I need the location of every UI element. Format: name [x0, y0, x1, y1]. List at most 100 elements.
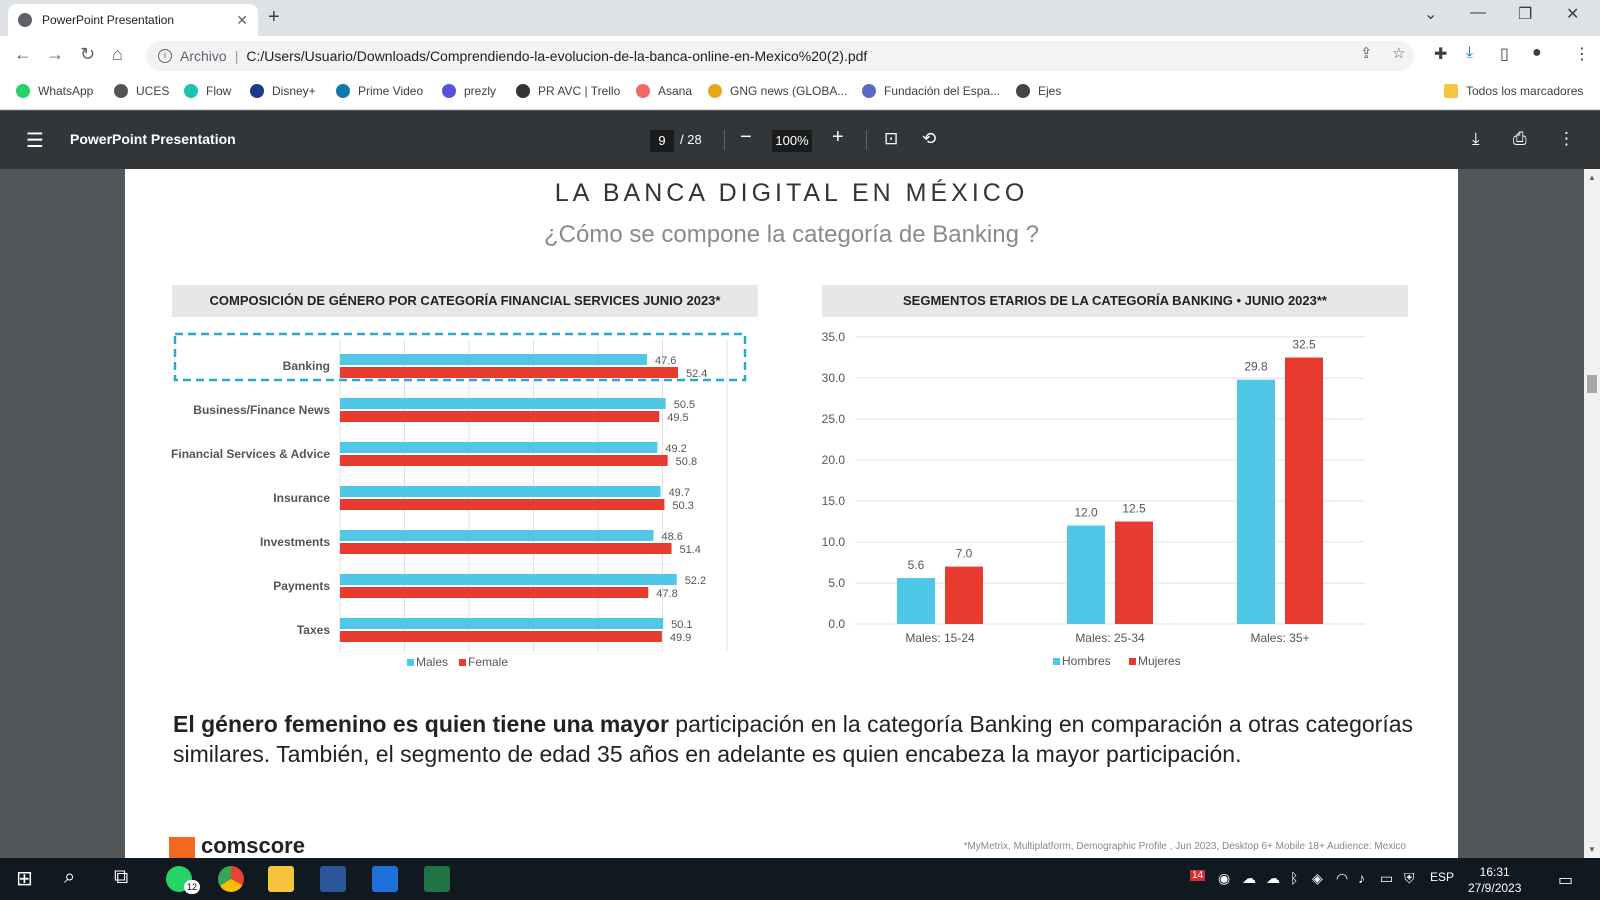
pdf-download-icon[interactable]: ⤓: [1472, 129, 1480, 148]
close-tab-icon[interactable]: ✕: [236, 11, 248, 28]
back-icon[interactable]: ←: [14, 44, 32, 64]
data-label: 5.6: [908, 558, 925, 572]
bookmark-item[interactable]: PR AVC | Trello: [516, 84, 620, 98]
bookmark-item[interactable]: Prime Video: [336, 84, 423, 98]
bar-female: [340, 367, 678, 378]
pdf-more-icon[interactable]: ⋮: [1558, 129, 1575, 148]
bar-mujeres: [1115, 521, 1153, 624]
zoom-input[interactable]: 100%: [772, 130, 812, 152]
download-icon[interactable]: ⤓: [1466, 44, 1474, 61]
search-icon[interactable]: ⌕: [64, 866, 76, 888]
data-label: 52.2: [685, 575, 706, 587]
bookmark-star-icon[interactable]: ☆: [1392, 45, 1406, 62]
bookmark-item[interactable]: prezly: [442, 84, 496, 98]
scrollbar[interactable]: ▲ ▼: [1584, 169, 1600, 858]
bookmark-item[interactable]: UCES: [114, 84, 169, 98]
data-label: 49.2: [665, 443, 686, 455]
data-label: 29.8: [1244, 360, 1268, 374]
page-number-input[interactable]: 9: [650, 130, 674, 152]
rotate-icon[interactable]: ⟲: [922, 129, 937, 148]
category-label: Business/Finance News: [193, 403, 330, 417]
app-icon[interactable]: [372, 866, 398, 892]
bar-mujeres: [945, 566, 983, 624]
windows-start-icon[interactable]: ⊞: [16, 868, 33, 890]
forward-icon[interactable]: →: [46, 44, 64, 64]
volume-icon[interactable]: ♪: [1358, 870, 1365, 886]
chrome-menu-icon[interactable]: ⋮: [1574, 46, 1590, 63]
zoom-in-button[interactable]: +: [832, 126, 844, 148]
bookmark-item[interactable]: Fundación del Espa...: [862, 84, 1000, 98]
bookmark-label: Prime Video: [358, 84, 424, 98]
page-total: / 28: [680, 132, 702, 147]
fit-page-icon[interactable]: ⊡: [884, 129, 899, 148]
bookmark-item[interactable]: Disney+: [250, 84, 316, 98]
data-label: 50.5: [674, 399, 695, 411]
data-label: 47.8: [656, 588, 677, 600]
home-icon[interactable]: ⌂: [112, 44, 123, 64]
bookmark-item[interactable]: GNG news (GLOBA...: [708, 84, 847, 98]
url-text[interactable]: C:/Users/Usuario/Downloads/Comprendiendo…: [246, 48, 868, 64]
bookmark-item[interactable]: Asana: [636, 84, 692, 98]
bookmark-item[interactable]: Ejes: [1016, 84, 1061, 98]
profile-icon[interactable]: ●: [1532, 44, 1542, 61]
clock[interactable]: 16:31 27/9/2023: [1468, 864, 1521, 896]
bookmark-label: UCES: [136, 84, 170, 98]
info-icon[interactable]: i: [158, 49, 172, 63]
pdf-document-area[interactable]: LA BANCA DIGITAL EN MÉXICO ¿Cómo se comp…: [0, 169, 1600, 858]
bar-males: [340, 398, 666, 409]
bluetooth-icon[interactable]: ᛒ: [1290, 870, 1299, 886]
extensions-icon[interactable]: ✚: [1434, 46, 1448, 63]
scrollbar-thumb[interactable]: [1587, 375, 1597, 393]
notifications-icon[interactable]: ▭: [1558, 872, 1574, 889]
close-window-icon[interactable]: ✕: [1566, 6, 1580, 23]
onedrive-icon[interactable]: ☁: [1242, 870, 1256, 886]
bookmark-item[interactable]: Flow: [184, 84, 231, 98]
tab-search-icon[interactable]: ⌄: [1424, 6, 1438, 23]
cloud-sync-icon[interactable]: ☁: [1266, 870, 1280, 886]
bookmark-item[interactable]: WhatsApp: [16, 84, 93, 98]
restore-icon[interactable]: ❐: [1518, 6, 1533, 23]
bar-males: [340, 442, 658, 453]
zoom-out-button[interactable]: −: [740, 126, 752, 148]
pdf-menu-icon[interactable]: ☰: [26, 130, 44, 152]
language-indicator[interactable]: ESP: [1430, 870, 1455, 884]
y-tick-label: 15.0: [822, 494, 846, 508]
tray-badge[interactable]: 14: [1190, 870, 1206, 881]
address-bar[interactable]: i Archivo | C:/Users/Usuario/Downloads/C…: [146, 41, 1414, 71]
tray-app-icon[interactable]: ◉: [1218, 870, 1231, 886]
side-panel-icon[interactable]: ▯: [1500, 46, 1509, 63]
bar-female: [340, 455, 668, 466]
data-label: 12.0: [1074, 506, 1098, 520]
share-icon[interactable]: ⇪: [1360, 45, 1373, 62]
reload-icon[interactable]: ↻: [80, 44, 96, 64]
excel-app-icon[interactable]: [424, 866, 450, 892]
data-label: 47.6: [655, 355, 676, 367]
pdf-title: PowerPoint Presentation: [70, 131, 236, 147]
toolbar-divider: [724, 130, 725, 150]
all-bookmarks-folder[interactable]: Todos los marcadores: [1444, 84, 1583, 98]
bookmark-label: GNG news (GLOBA...: [730, 84, 848, 98]
security-shield-icon[interactable]: ⛨: [1404, 870, 1415, 886]
task-view-icon[interactable]: ⧉: [114, 866, 129, 888]
data-label: 51.4: [680, 544, 701, 556]
battery-icon[interactable]: ▭: [1380, 870, 1394, 886]
wifi-icon[interactable]: ◠: [1336, 870, 1349, 886]
scroll-down-icon[interactable]: ▼: [1588, 845, 1596, 854]
bookmark-label: WhatsApp: [38, 84, 94, 98]
chrome-app-icon[interactable]: [218, 866, 244, 892]
new-tab-button[interactable]: +: [268, 6, 280, 28]
word-app-icon[interactable]: [320, 866, 346, 892]
teams-icon[interactable]: ◈: [1312, 870, 1323, 886]
file-explorer-icon[interactable]: [268, 866, 294, 892]
data-label: 49.7: [669, 487, 690, 499]
scroll-up-icon[interactable]: ▲: [1588, 173, 1596, 182]
url-scheme: Archivo: [180, 48, 227, 64]
minimize-icon[interactable]: —: [1470, 4, 1486, 21]
bookmark-label: Disney+: [272, 84, 316, 98]
bar-mujeres: [1285, 357, 1323, 624]
print-icon[interactable]: ⎙: [1513, 129, 1527, 148]
browser-tab[interactable]: PowerPoint Presentation ✕: [8, 4, 258, 36]
tab-title: PowerPoint Presentation: [42, 13, 175, 27]
bookmark-label: Flow: [206, 84, 232, 98]
